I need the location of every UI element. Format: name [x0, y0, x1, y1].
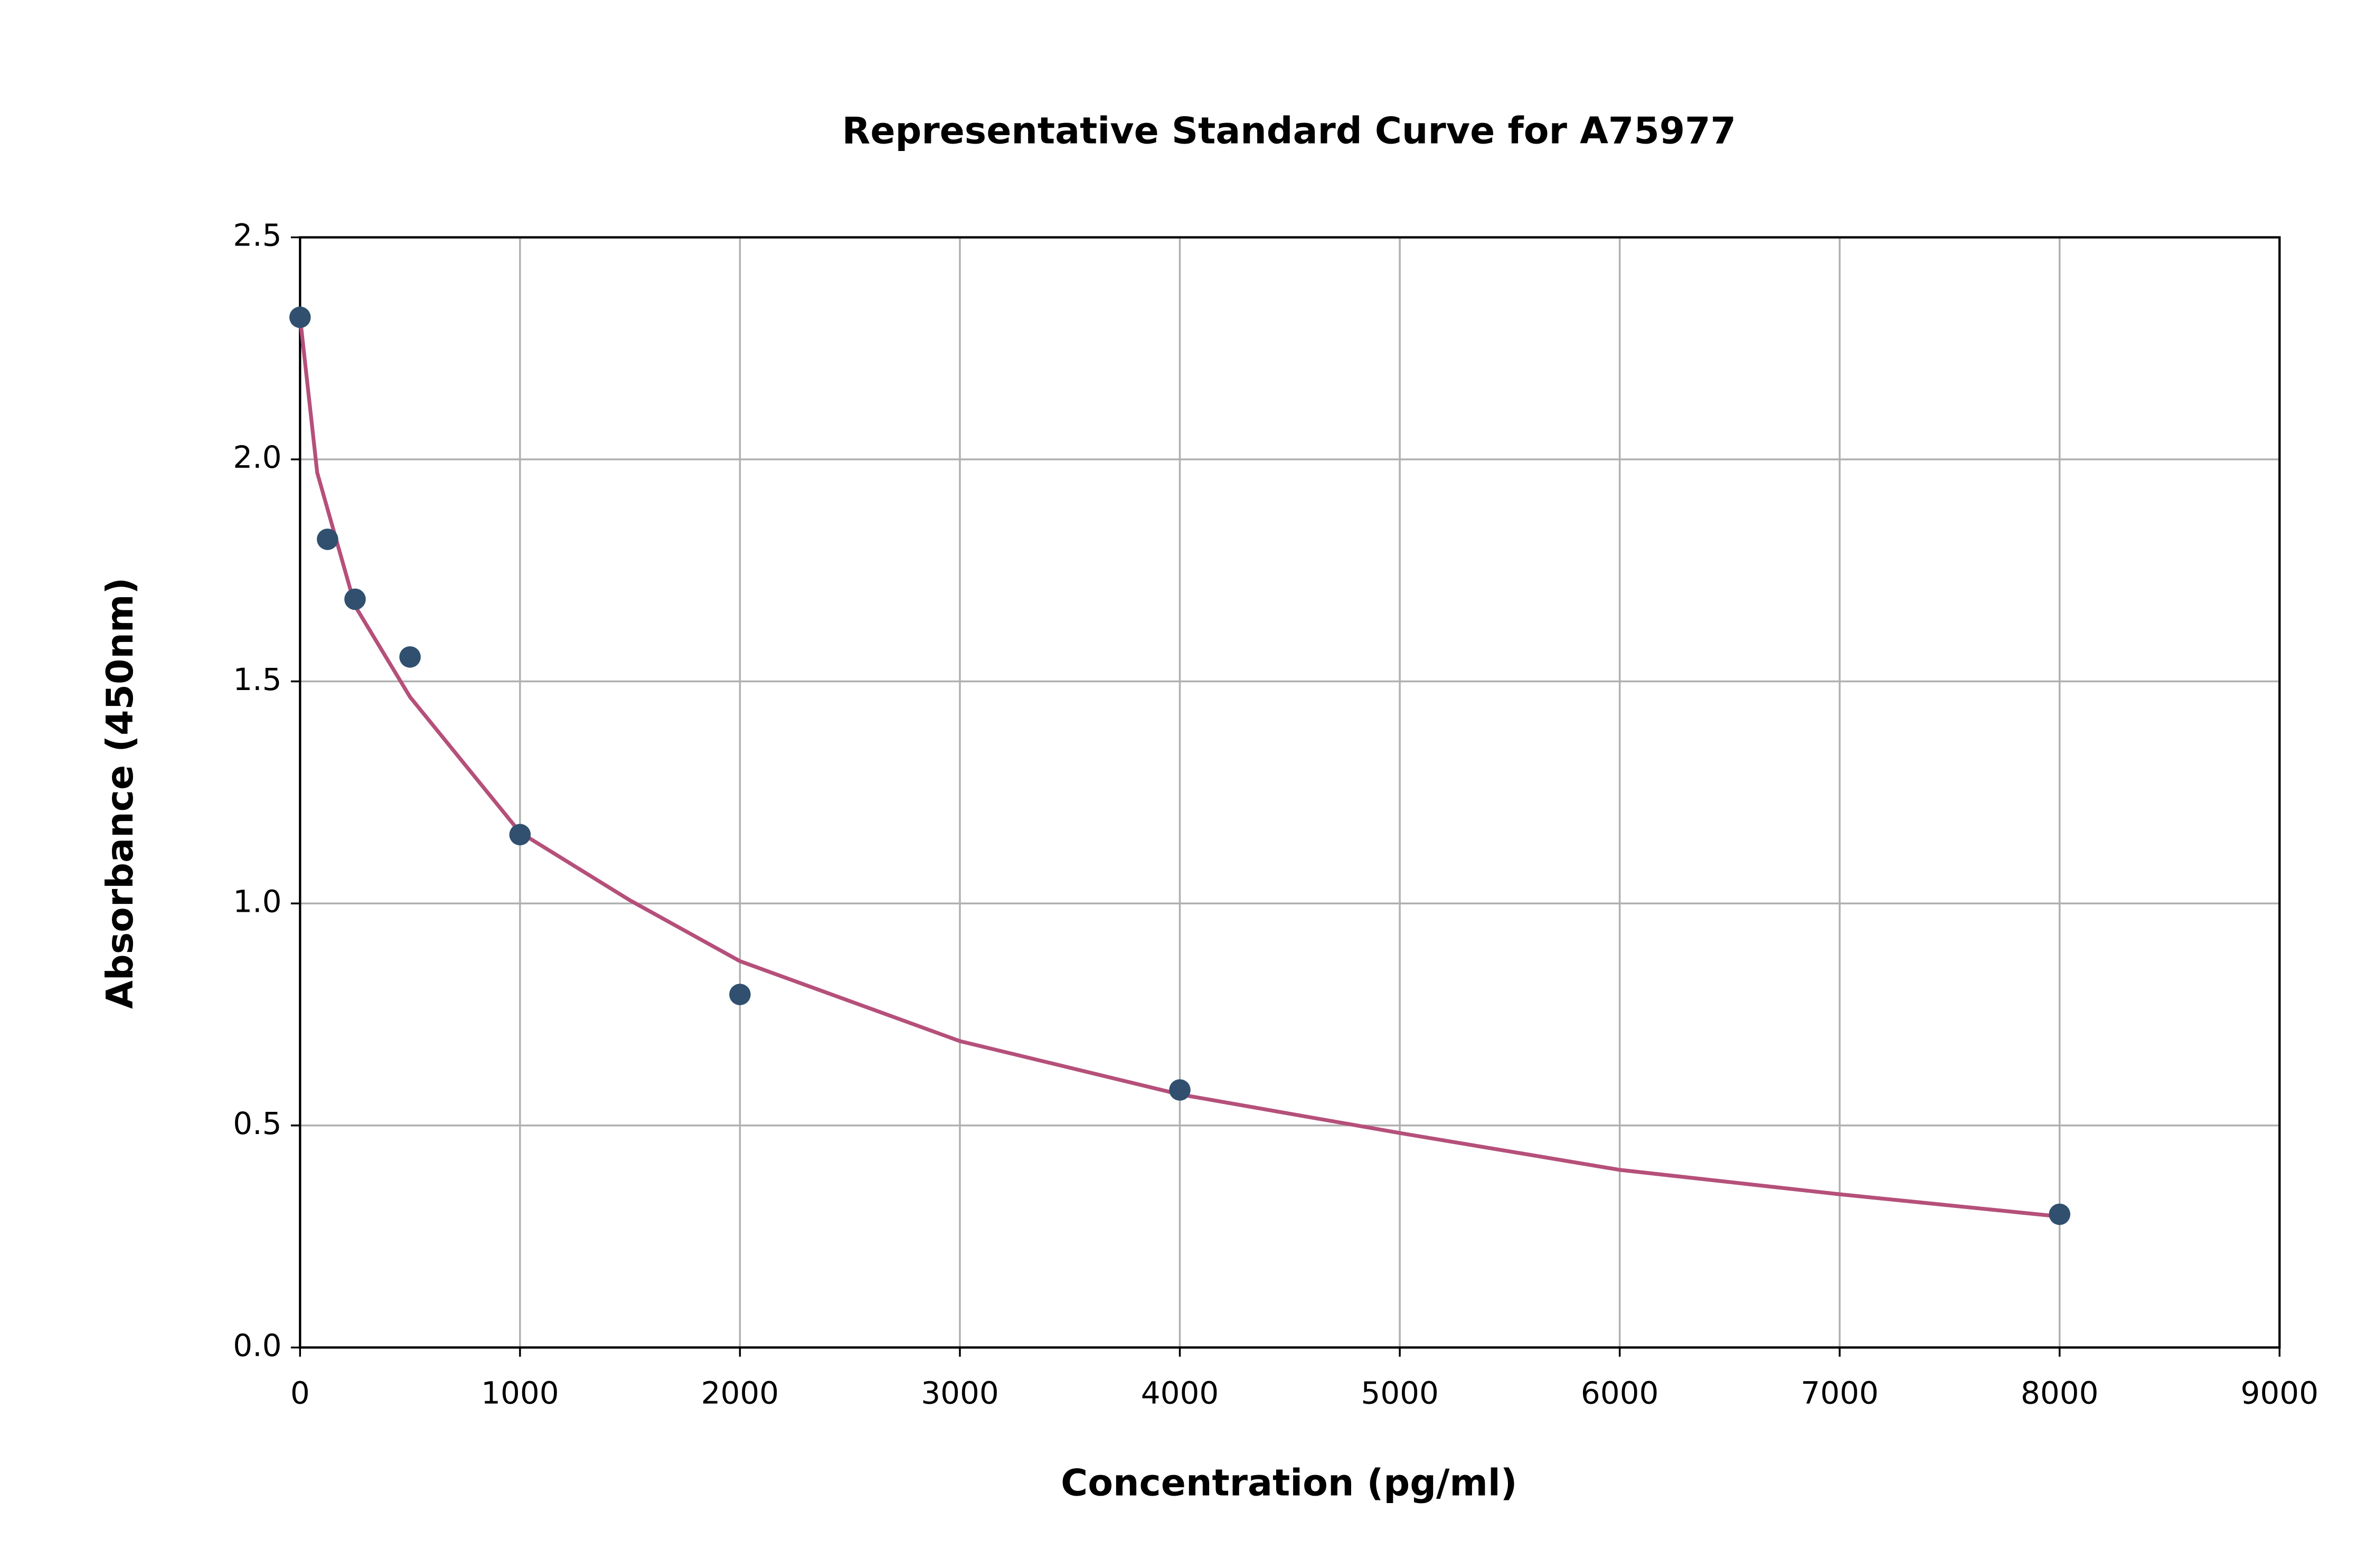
- data-point: [2049, 1203, 2071, 1225]
- y-tick-label: 0.5: [233, 1106, 281, 1141]
- y-axis-label: Absorbance (450nm): [99, 578, 142, 1009]
- y-tick-label: 0.0: [233, 1327, 281, 1363]
- x-tick-label: 9000: [2241, 1375, 2319, 1411]
- data-point: [729, 984, 751, 1005]
- x-tick-label: 1000: [481, 1375, 559, 1411]
- data-point: [509, 824, 531, 846]
- x-tick-label: 4000: [1141, 1375, 1219, 1411]
- y-tick-label: 2.0: [233, 439, 281, 475]
- y-tick-label: 2.5: [233, 218, 281, 253]
- plot-frame: [299, 236, 2281, 1349]
- x-tick-label: 7000: [1800, 1375, 1879, 1411]
- chart-title: Representative Standard Curve for A75977: [842, 109, 1736, 152]
- x-tick-label: 2000: [701, 1375, 779, 1411]
- x-tick-label: 3000: [921, 1375, 999, 1411]
- x-tick-label: 5000: [1361, 1375, 1439, 1411]
- x-tick-label: 0: [290, 1375, 310, 1411]
- x-tick-label: 8000: [2021, 1375, 2099, 1411]
- data-point: [399, 646, 421, 668]
- x-tick-label: 6000: [1581, 1375, 1659, 1411]
- y-tick-label: 1.0: [233, 883, 281, 919]
- data-point: [317, 528, 338, 550]
- data-point: [289, 306, 311, 328]
- x-axis-label: Concentration (pg/ml): [1061, 1461, 1517, 1504]
- data-point: [344, 588, 366, 610]
- data-point: [1169, 1079, 1191, 1101]
- y-tick-label: 1.5: [233, 662, 281, 697]
